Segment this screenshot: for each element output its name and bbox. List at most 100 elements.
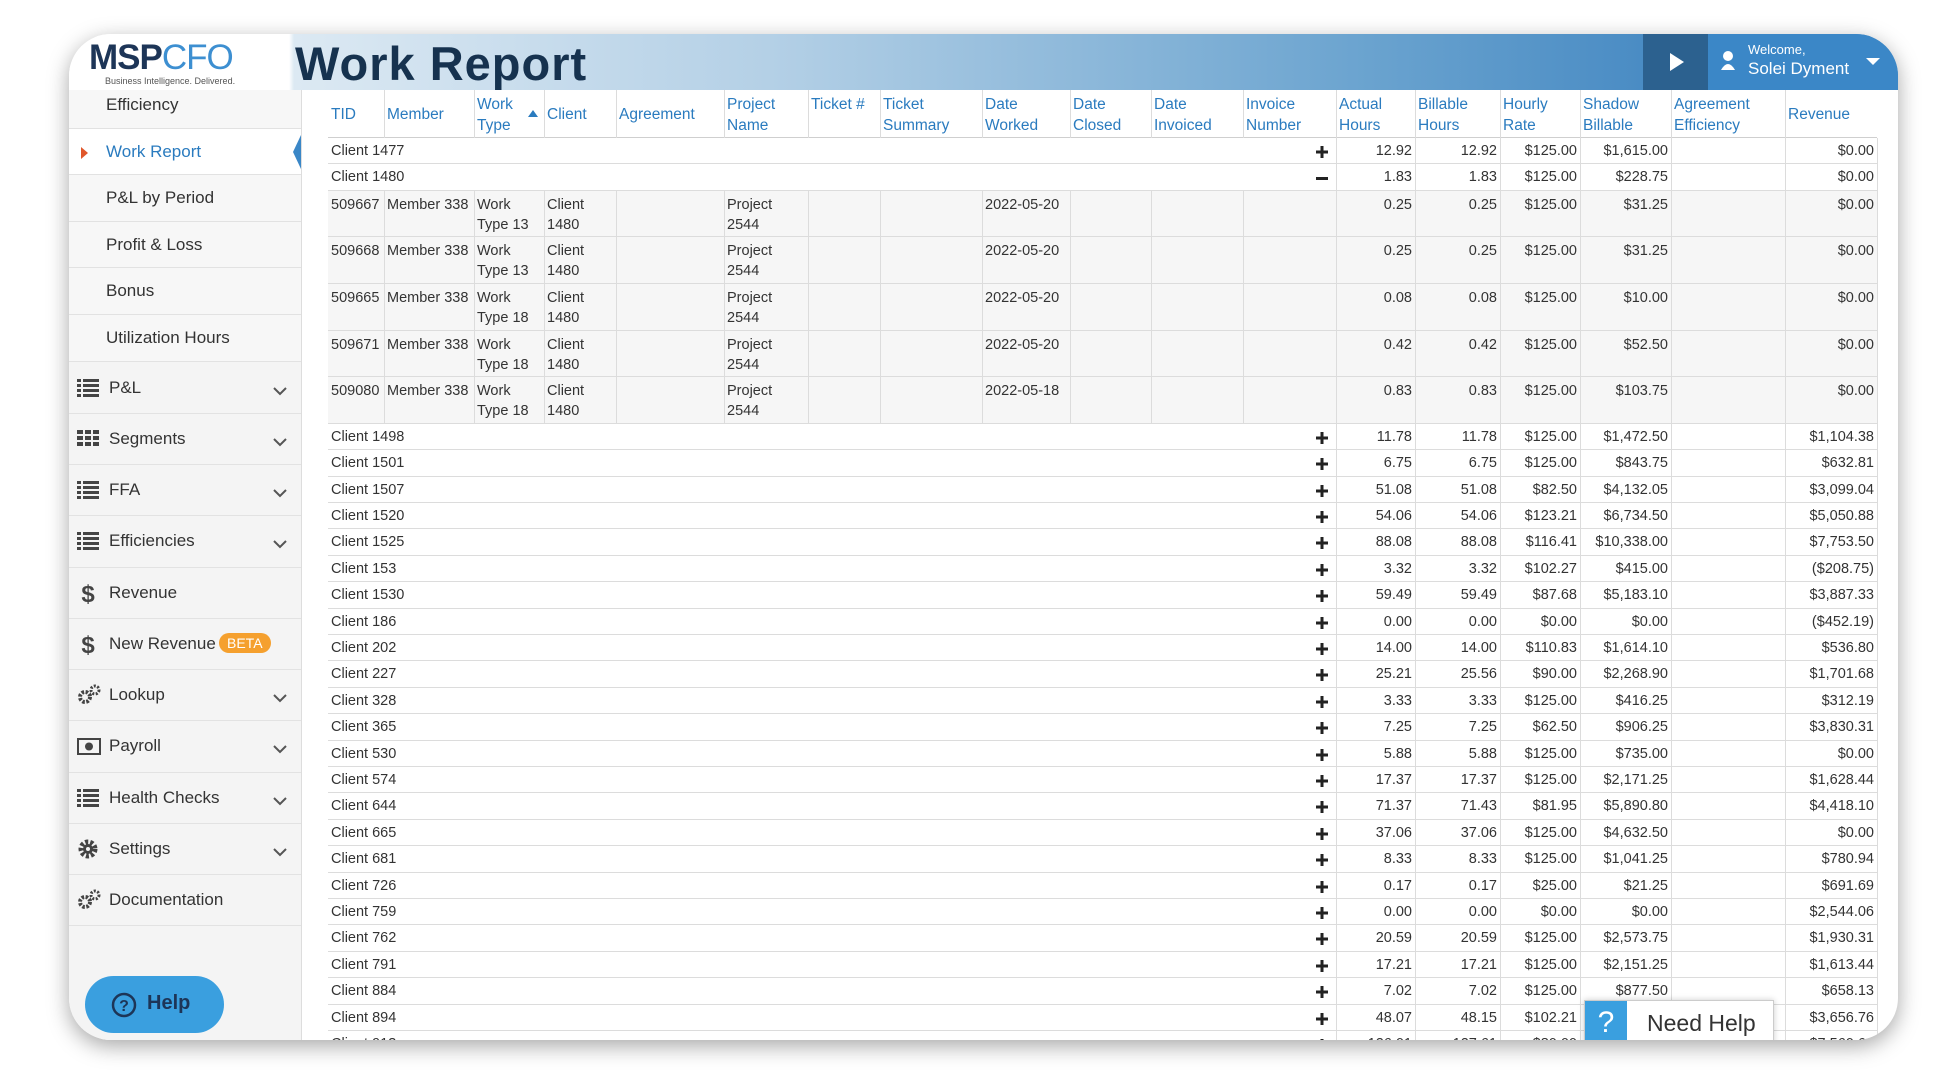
cell-shadow: $31.25 <box>1623 196 1668 213</box>
client-row[interactable]: Client 644 71.37 71.43 $81.95 $5,890.80 $4,41… <box>328 793 1878 820</box>
client-row[interactable]: Client 153 3.32 3.32 $102.27 $415.00 ($208.75… <box>328 555 1878 583</box>
sub-menu-item[interactable]: Bonus <box>69 268 301 315</box>
detail-row[interactable]: 509671 Member 338 Work Type 18 Client 1480 P… <box>328 330 1878 378</box>
need-help-widget[interactable]: ? Need Help <box>1584 1000 1774 1040</box>
client-row[interactable]: Client 1498 11.78 11.78 $125.00 $1,472.50 $1,… <box>328 423 1878 451</box>
column-header[interactable]: Member <box>387 106 444 123</box>
client-row[interactable]: Client 759 0.00 0.00 $0.00 $0.00 $2,544.06 <box>328 899 1878 926</box>
client-row[interactable]: Client 1477 12.92 12.92 $125.00 $1,615.00 $0.… <box>328 138 1878 165</box>
column-header[interactable]: Date Worked <box>985 96 1039 134</box>
menu-item[interactable]: Settings <box>69 824 301 875</box>
client-row[interactable]: Client 726 0.17 0.17 $25.00 $21.25 $691.69 <box>328 872 1878 899</box>
client-name: Client 913 <box>328 1032 399 1040</box>
client-row[interactable]: Client 1525 88.08 88.08 $116.41 $10,338.00 $7… <box>328 529 1878 556</box>
client-row[interactable]: Client 1480 1.83 1.83 $125.00 $228.75 $0.00 <box>328 164 1878 191</box>
client-row[interactable]: Client 202 14.00 14.00 $110.83 $1,614.10 $536… <box>328 635 1878 662</box>
column-header[interactable]: Agreement <box>619 106 695 123</box>
client-row[interactable]: Client 1501 6.75 6.75 $125.00 $843.75 $632.81 <box>328 450 1878 477</box>
user-menu[interactable]: Welcome, Solei Dyment <box>1708 34 1898 90</box>
column-divider <box>1151 330 1152 378</box>
client-row[interactable]: Client 884 7.02 7.02 $125.00 $877.50 $658.13 <box>328 978 1878 1005</box>
column-divider <box>1671 951 1672 979</box>
client-row[interactable]: Client 681 8.33 8.33 $125.00 $1,041.25 $780.9… <box>328 846 1878 873</box>
column-header[interactable]: Date Closed <box>1073 96 1122 134</box>
client-row[interactable]: Client 1530 59.49 59.49 $87.68 $5,183.10 $3,8… <box>328 582 1878 609</box>
client-row[interactable]: Client 530 5.88 5.88 $125.00 $735.00 $0.00 <box>328 740 1878 767</box>
column-header[interactable]: TID <box>331 106 356 123</box>
column-divider <box>1877 190 1878 238</box>
cell-project: Project 2544 <box>727 196 773 233</box>
client-row[interactable]: Client 574 17.37 17.37 $125.00 $2,171.25 $1,6… <box>328 767 1878 794</box>
column-header[interactable]: Ticket Summary <box>883 96 950 134</box>
column-header[interactable]: Invoice Number <box>1246 96 1302 134</box>
client-row[interactable]: Client 227 25.21 25.56 $90.00 $2,268.90 $1,70… <box>328 661 1878 688</box>
cell-shadow: $228.75 <box>1615 169 1668 186</box>
menu-item[interactable]: FFA <box>69 465 301 517</box>
client-row[interactable]: Client 1520 54.06 54.06 $123.21 $6,734.50 $5,… <box>328 503 1878 530</box>
detail-row[interactable]: 509665 Member 338 Work Type 18 Client 1480 P… <box>328 284 1878 331</box>
client-row[interactable]: Client 762 20.59 20.59 $125.00 $2,573.75 $1,9… <box>328 925 1878 952</box>
expand-icon <box>1316 827 1328 845</box>
menu-item[interactable]: Payroll <box>69 721 301 773</box>
column-header[interactable]: Actual Hours <box>1339 96 1383 134</box>
menu-item[interactable]: Segments <box>69 414 301 465</box>
expand-icon <box>1316 774 1328 792</box>
client-row[interactable]: Client 665 37.06 37.06 $125.00 $4,632.50 $0.0… <box>328 819 1878 847</box>
column-header[interactable]: Billable Hours <box>1418 96 1468 134</box>
column-divider <box>1877 1004 1878 1031</box>
menu-item[interactable]: Efficiencies <box>69 516 301 568</box>
client-row[interactable]: Client 186 0.00 0.00 $0.00 $0.00 ($452.19) <box>328 608 1878 635</box>
sub-menu-item[interactable]: Profit & Loss <box>69 221 301 269</box>
app-window: Efficiency Work Report P&L by Period Profit… <box>69 34 1898 1040</box>
column-divider <box>1580 1031 1581 1040</box>
welcome: Welcome, <box>1748 42 1806 57</box>
column-header[interactable]: Date Invoiced <box>1154 96 1212 134</box>
column-divider <box>1415 687 1416 715</box>
sub-menu-item[interactable]: Utilization Hours <box>69 315 301 362</box>
sub-menu-item[interactable]: P&L by Period <box>69 175 301 222</box>
column-divider <box>1580 687 1581 715</box>
menu-item[interactable]: $ New Revenue BETA <box>69 619 301 670</box>
menu-item[interactable]: Lookup <box>69 670 301 722</box>
column-divider <box>1336 793 1337 820</box>
cell-rate: $80.00 <box>1500 1032 1580 1040</box>
column-divider <box>384 284 385 331</box>
column-divider <box>474 237 475 284</box>
column-header[interactable]: Client <box>547 106 587 123</box>
cell-member: Member 338 <box>387 290 469 306</box>
detail-row[interactable]: 509080 Member 338 Work Type 18 Client 1480 P… <box>328 377 1878 424</box>
column-divider <box>616 237 617 284</box>
cell-tid: 509668 <box>331 243 380 260</box>
chevron-shape <box>273 386 287 395</box>
client-row[interactable]: Client 328 3.33 3.33 $125.00 $416.25 $312.19 <box>328 687 1878 715</box>
help-button[interactable]: ? Help <box>85 976 224 1033</box>
client-row[interactable]: Client 1507 51.08 51.08 $82.50 $4,132.05 $3,0… <box>328 476 1878 503</box>
sub-menu-label: Profit & Loss <box>106 234 203 254</box>
column-header[interactable]: Project Name <box>727 96 776 134</box>
caret <box>1866 58 1880 65</box>
logo: MSPCFO <box>89 38 234 78</box>
play-button[interactable] <box>1643 34 1708 90</box>
client-row[interactable]: Client 791 17.21 17.21 $125.00 $2,151.25 $1,6… <box>328 951 1878 979</box>
menu-item[interactable]: Documentation <box>69 875 301 927</box>
menu-item[interactable]: Health Checks <box>69 773 301 824</box>
column-header[interactable]: Shadow Billable <box>1583 96 1640 134</box>
cell-date-worked: 2022-05-20 <box>985 196 1060 213</box>
menu-item[interactable]: P&L <box>69 363 301 414</box>
client-row[interactable]: Client 365 7.25 7.25 $62.50 $906.25 $3,830.31 <box>328 714 1878 741</box>
column-header[interactable]: Ticket # <box>811 96 865 113</box>
column-divider <box>1500 377 1501 424</box>
menu-item[interactable]: $ Revenue <box>69 568 301 619</box>
chevron <box>273 794 287 812</box>
cell-revenue: ($452.19) <box>1811 613 1874 630</box>
column-divider <box>544 284 545 331</box>
column-header[interactable]: Hourly Rate <box>1503 96 1548 134</box>
column-header[interactable]: Agreement Efficiency <box>1674 96 1750 134</box>
column-header[interactable]: Work Type <box>477 96 513 134</box>
expand-icon-shape <box>1316 616 1328 629</box>
column-header[interactable]: Revenue <box>1788 106 1851 123</box>
detail-row[interactable]: 509667 Member 338 Work Type 13 Client 1480 P… <box>328 190 1878 238</box>
sub-menu-item[interactable]: Work Report <box>69 128 301 176</box>
detail-row[interactable]: 509668 Member 338 Work Type 13 Client 1480 P… <box>328 237 1878 284</box>
column-divider <box>1785 793 1786 820</box>
